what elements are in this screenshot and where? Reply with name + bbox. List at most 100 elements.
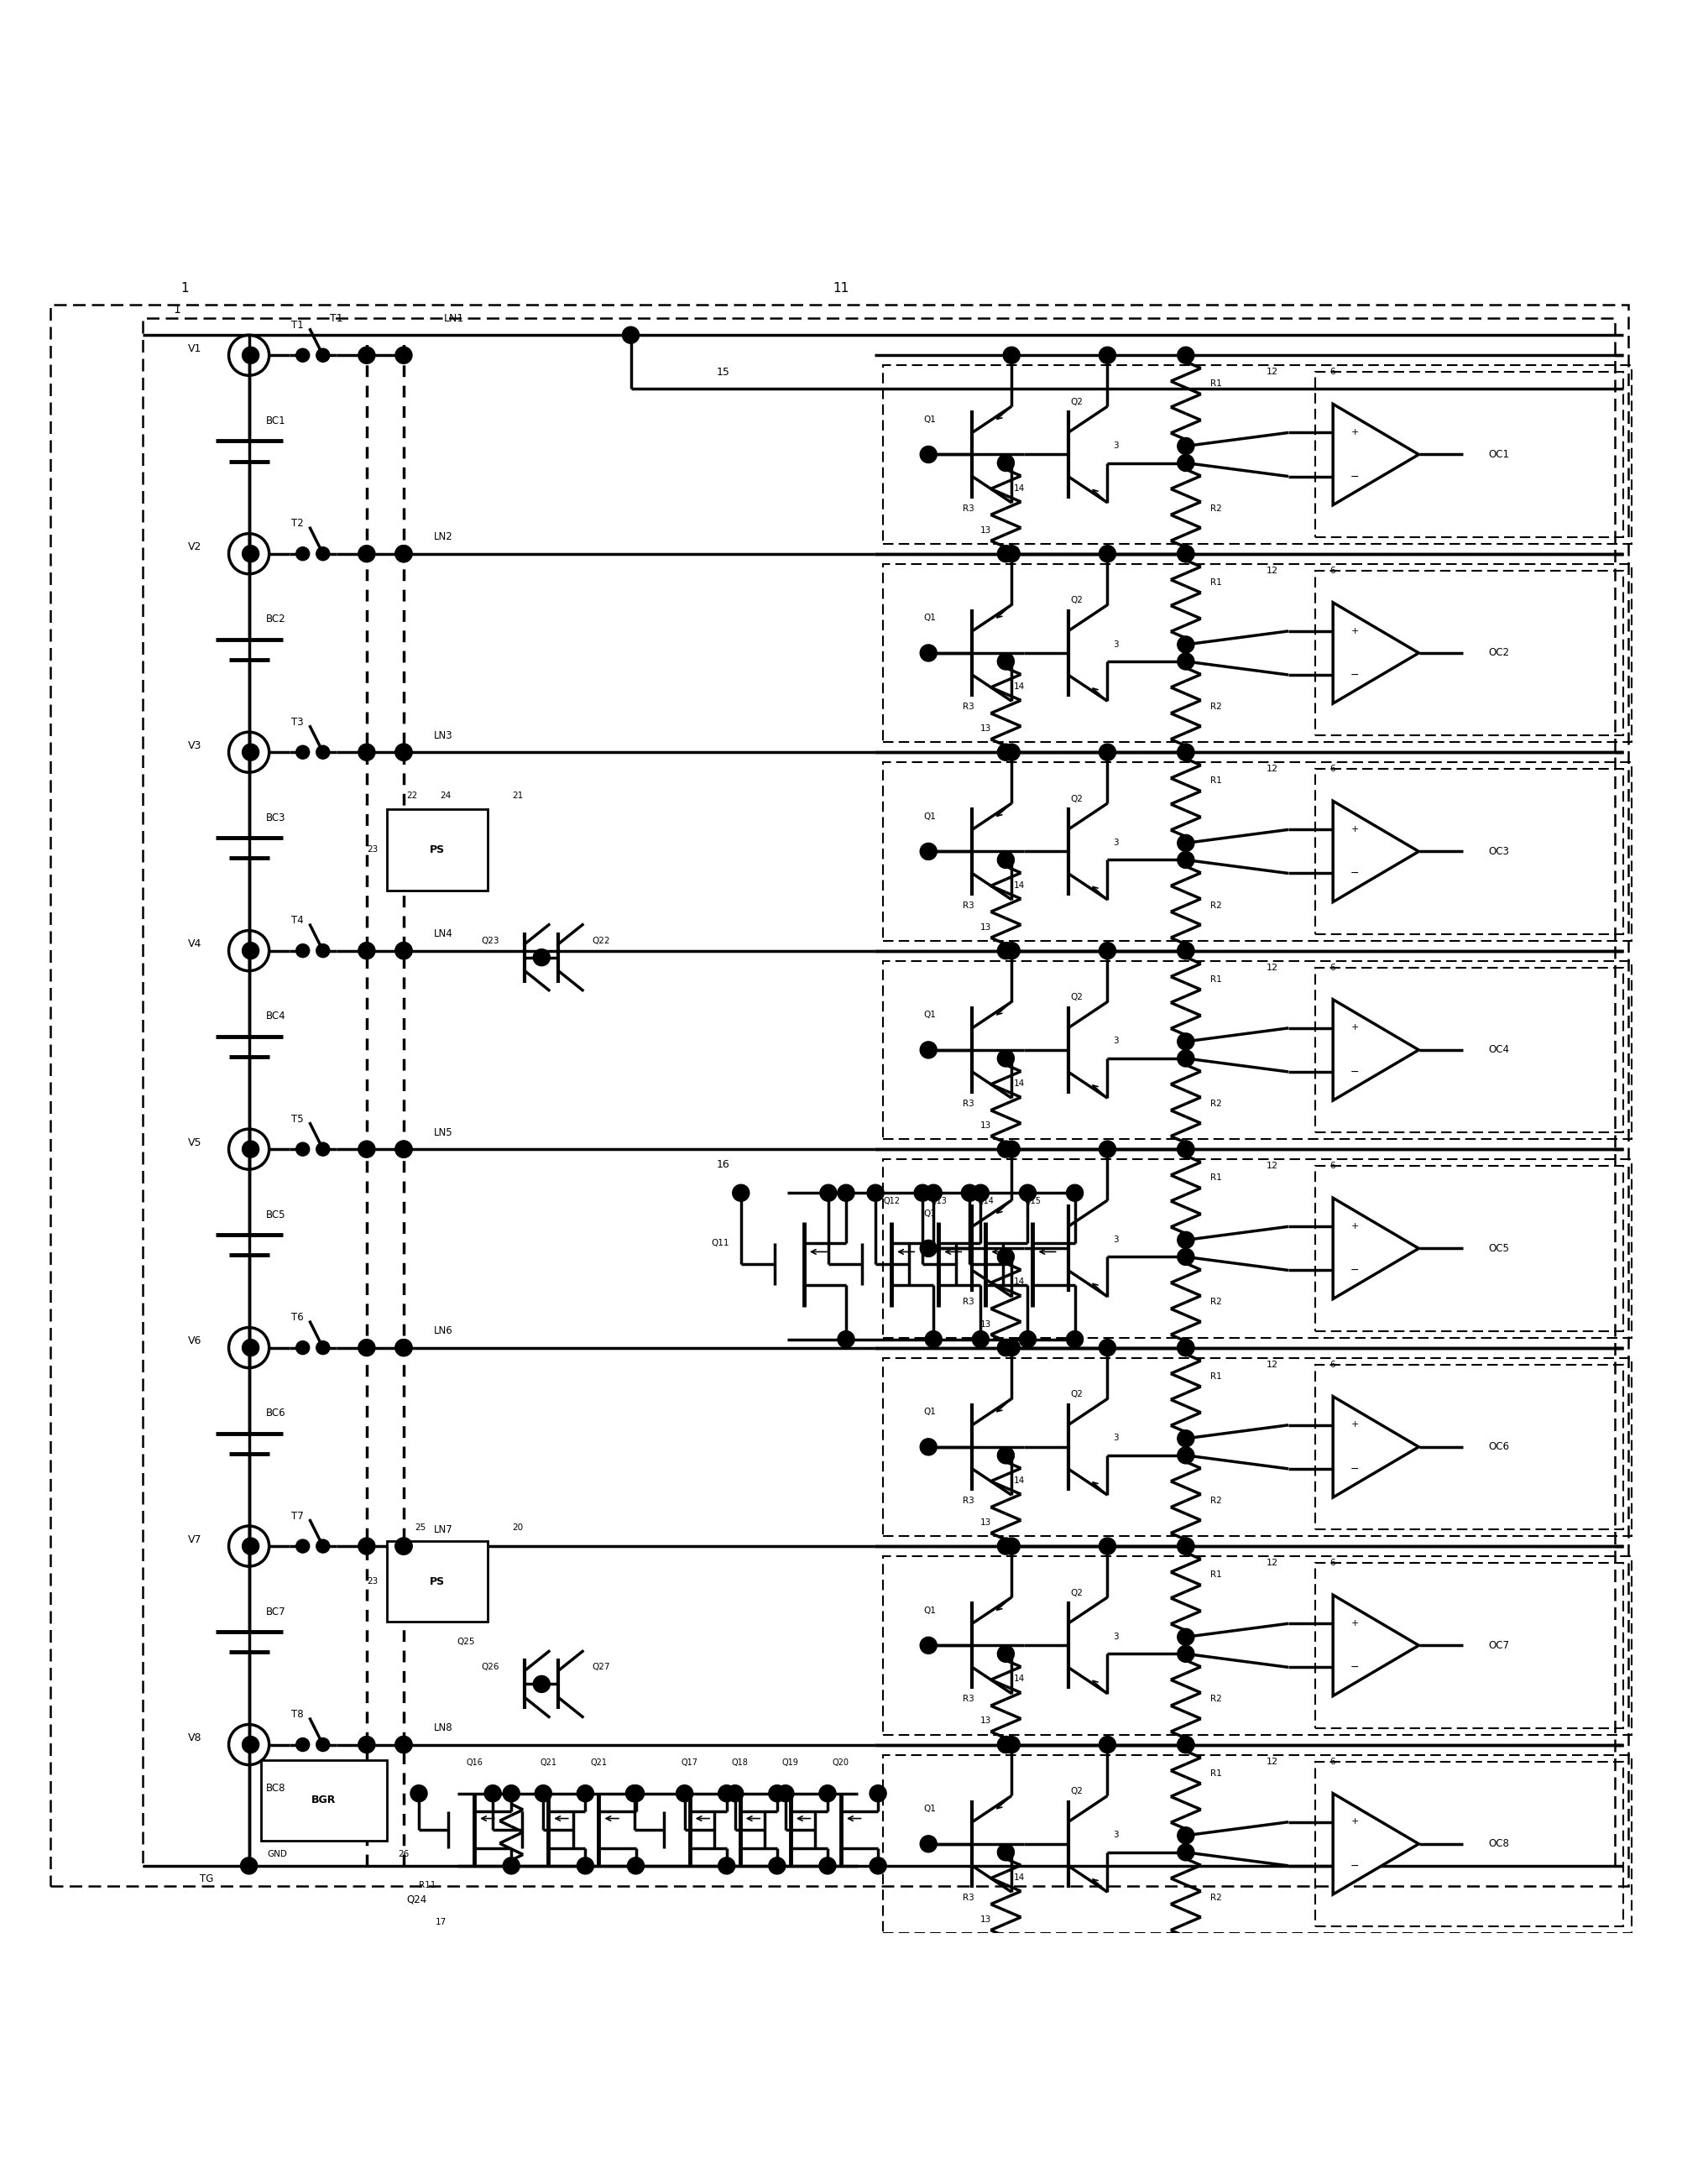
Text: 6: 6 [1329,1361,1336,1369]
Text: R3: R3 [964,505,974,513]
Circle shape [358,347,375,365]
Polygon shape [1332,1199,1418,1299]
Text: V5: V5 [188,1138,202,1149]
Circle shape [676,1784,693,1802]
Text: 1: 1 [173,304,180,317]
Circle shape [316,546,330,561]
Circle shape [997,745,1014,760]
Text: R1: R1 [1211,1173,1221,1182]
Circle shape [1177,1140,1194,1158]
Text: Q21: Q21 [590,1758,607,1767]
Circle shape [997,1140,1014,1158]
Circle shape [920,1835,937,1852]
Circle shape [868,1184,885,1201]
Circle shape [1098,745,1115,760]
Text: Q12: Q12 [883,1197,900,1206]
Circle shape [920,843,937,860]
Circle shape [296,1341,309,1354]
Text: R3: R3 [964,1297,974,1306]
Text: Q2: Q2 [1070,1192,1083,1201]
Circle shape [296,943,309,957]
Text: OC1: OC1 [1489,450,1509,461]
Text: BGR: BGR [311,1795,336,1806]
Text: 12: 12 [1267,963,1278,972]
Circle shape [395,1140,412,1158]
Bar [143,319,1615,1865]
Bar [1315,1166,1623,1330]
Text: Q1: Q1 [923,1011,937,1020]
Circle shape [1066,1330,1083,1348]
Text: Q23: Q23 [481,937,500,946]
Circle shape [395,1736,412,1754]
Text: T2: T2 [291,518,304,529]
Text: 21: 21 [513,793,523,799]
Circle shape [316,1341,330,1354]
Circle shape [997,1645,1014,1662]
Circle shape [503,1784,520,1802]
Text: +: + [1351,627,1359,636]
Text: R3: R3 [964,1894,974,1902]
Circle shape [997,546,1014,561]
Text: 12: 12 [1267,1559,1278,1568]
Text: 24: 24 [441,793,451,799]
Circle shape [533,950,550,965]
Circle shape [997,1736,1014,1754]
Circle shape [395,1736,412,1754]
Circle shape [296,1142,309,1155]
Circle shape [1098,347,1115,365]
Circle shape [535,1784,552,1802]
Text: Q22: Q22 [592,937,611,946]
Circle shape [316,1142,330,1155]
Bar [883,1160,1632,1337]
Text: Q15: Q15 [1024,1197,1041,1206]
Circle shape [997,941,1014,959]
Text: Q13: Q13 [930,1197,947,1206]
Circle shape [1177,1339,1194,1356]
Circle shape [627,1784,644,1802]
Text: R2: R2 [1211,1297,1221,1306]
Bar [261,1760,387,1841]
Circle shape [1177,1629,1194,1645]
Circle shape [577,1784,594,1802]
Circle shape [1177,636,1194,653]
Polygon shape [1332,404,1418,505]
Circle shape [242,1339,259,1356]
Circle shape [972,1330,989,1348]
Circle shape [1177,1249,1194,1265]
Text: −: − [1351,869,1359,880]
Text: 13: 13 [981,924,991,930]
Text: R3: R3 [964,703,974,712]
Circle shape [358,1736,375,1754]
Text: 26: 26 [399,1850,409,1859]
Polygon shape [1332,1793,1418,1894]
Circle shape [920,1638,937,1653]
Circle shape [1177,1736,1194,1754]
Text: 12: 12 [1267,566,1278,574]
Text: 13: 13 [981,526,991,535]
Text: 13: 13 [981,1518,991,1527]
Circle shape [242,546,259,561]
Text: 19: 19 [399,1743,409,1752]
Circle shape [1177,1538,1194,1555]
Text: OC4: OC4 [1489,1044,1509,1055]
Text: Q1: Q1 [923,415,937,424]
Text: 3: 3 [1113,1631,1119,1640]
Circle shape [1177,1645,1194,1662]
Text: R1: R1 [1211,1570,1221,1579]
Text: BC6: BC6 [266,1409,286,1420]
Text: 3: 3 [1113,1037,1119,1046]
Circle shape [1002,1140,1019,1158]
Circle shape [769,1856,785,1874]
Circle shape [296,349,309,363]
Circle shape [1177,852,1194,869]
Text: 17: 17 [436,1918,446,1926]
Text: Q24: Q24 [407,1894,427,1904]
Circle shape [915,1184,930,1201]
Text: Q17: Q17 [681,1758,698,1767]
Circle shape [997,1843,1014,1861]
Text: LN4: LN4 [434,928,452,939]
Circle shape [1177,941,1194,959]
Text: +: + [1351,1223,1359,1230]
Text: LN1: LN1 [444,312,464,323]
Text: 1: 1 [182,282,188,295]
